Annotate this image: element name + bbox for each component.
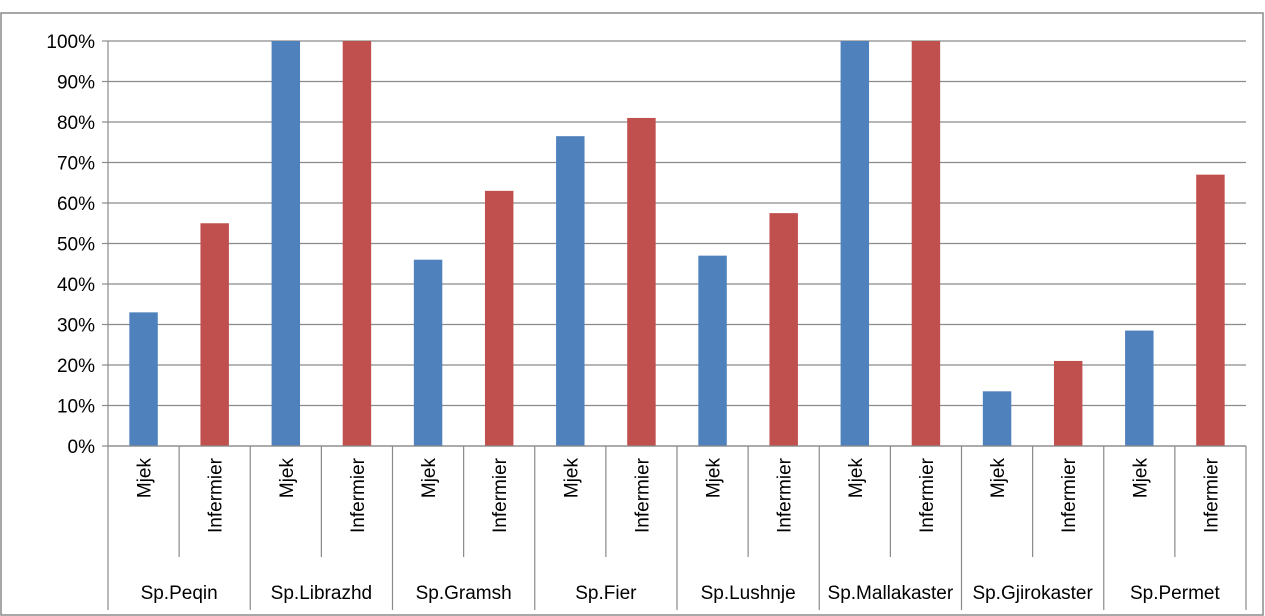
bar-infermier-sp-librazhd [342, 41, 372, 446]
category-labels: Mjek Infermier Sp.Peqin Mjek Infermier Sp.Lib… [135, 457, 1223, 604]
x-category-label: Mjek [135, 458, 156, 499]
x-group-label: Sp.Gramsh [416, 583, 512, 604]
y-tick-label: 40% [57, 275, 95, 296]
bar-infermier-sp-mallakaster [911, 41, 941, 446]
bar-mjek-sp-peqin [129, 312, 158, 446]
bar-infermier-sp-gjirokaster [1053, 360, 1083, 446]
bar-mjek-sp-gjirokaster [982, 391, 1012, 446]
x-category-label: Mjek [1130, 458, 1151, 499]
x-category-label: Mjek [988, 458, 1009, 499]
x-group-label: Sp.Librazhd [271, 583, 372, 604]
y-tick-label: 90% [57, 73, 95, 94]
x-category-label: Infermier [348, 457, 369, 533]
x-category-label: Infermier [632, 457, 653, 533]
bar-infermier-sp-fier [627, 117, 656, 446]
x-group-label: Sp.Mallakaster [828, 583, 954, 604]
y-tick-label: 10% [57, 397, 95, 418]
x-category-label: Mjek [704, 458, 725, 499]
x-category-label: Mjek [277, 458, 298, 499]
y-axis-tick-labels: 0% 10% 20% 30% 40% 50% 60% 70% 80% 90% 100% [46, 32, 95, 458]
x-group-label: Sp.Permet [1130, 583, 1220, 604]
bar-infermier-sp-lushnje [769, 213, 798, 446]
x-category-label: Infermier [1201, 457, 1222, 533]
y-tick-label: 100% [46, 32, 95, 53]
bar-mjek-sp-fier [556, 136, 585, 447]
y-tick-label: 0% [68, 437, 96, 458]
bar-infermier-sp-gramsh [484, 190, 514, 446]
bar-mjek-sp-gramsh [413, 259, 443, 446]
x-category-label: Mjek [419, 458, 440, 499]
bar-mjek-sp-permet [1125, 330, 1154, 446]
bar-infermier-sp-permet [1196, 174, 1225, 446]
axes [102, 40, 1247, 610]
x-group-label: Sp.Peqin [141, 583, 218, 604]
bar-mjek-sp-librazhd [271, 41, 301, 446]
x-category-label: Infermier [490, 457, 511, 533]
y-tick-label: 80% [57, 113, 95, 134]
bar-mjek-sp-mallakaster [840, 41, 870, 446]
y-tick-label: 20% [57, 356, 95, 377]
bars [129, 41, 1225, 447]
y-tick-label: 70% [57, 154, 95, 175]
x-category-label: Infermier [917, 457, 938, 533]
bar-mjek-sp-lushnje [698, 255, 727, 446]
x-category-label: Infermier [775, 457, 796, 533]
y-tick-label: 30% [57, 316, 95, 337]
y-tick-label: 60% [57, 194, 95, 215]
x-category-label: Infermier [206, 457, 227, 533]
x-category-label: Mjek [561, 458, 582, 499]
y-tick-label: 50% [57, 235, 95, 256]
x-category-label: Infermier [1059, 457, 1080, 533]
x-group-label: Sp.Lushnje [701, 583, 796, 604]
x-group-label: Sp.Gjirokaster [972, 583, 1093, 604]
x-category-label: Mjek [846, 458, 867, 499]
x-group-label: Sp.Fier [575, 583, 637, 604]
bar-infermier-sp-peqin [200, 223, 229, 446]
